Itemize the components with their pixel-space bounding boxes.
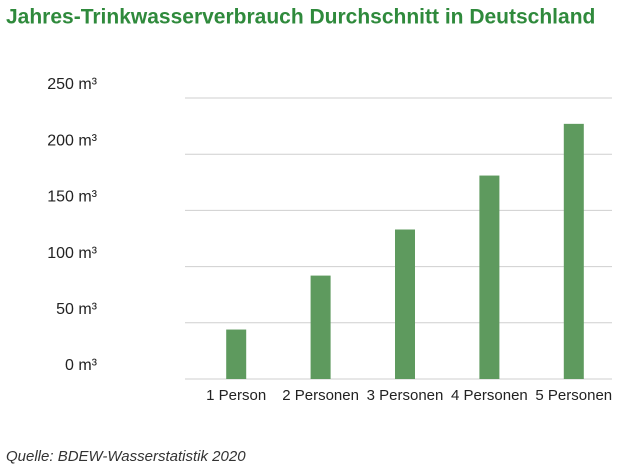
x-tick-label: 2 Personen xyxy=(282,387,359,404)
y-tick-label: 150 m³ xyxy=(47,189,97,206)
chart-title: Jahres-Trinkwasserverbrauch Durchschnitt… xyxy=(6,6,595,29)
y-tick-label: 250 m³ xyxy=(47,76,97,93)
x-tick-label: 3 Personen xyxy=(367,387,444,404)
source-note: Quelle: BDEW-Wasserstatistik 2020 xyxy=(6,448,246,465)
x-tick-label: 1 Person xyxy=(206,387,266,404)
y-tick-label: 100 m³ xyxy=(47,245,97,262)
y-tick-label: 50 m³ xyxy=(56,301,98,318)
x-tick-label: 5 Personen xyxy=(535,387,612,404)
y-tick-label: 0 m³ xyxy=(65,357,98,374)
bar xyxy=(479,175,500,379)
y-tick-label: 200 m³ xyxy=(47,132,97,149)
bar xyxy=(310,275,331,379)
bar xyxy=(395,229,415,379)
x-tick-label: 4 Personen xyxy=(451,387,528,404)
bar xyxy=(563,123,584,380)
bar xyxy=(226,329,247,379)
